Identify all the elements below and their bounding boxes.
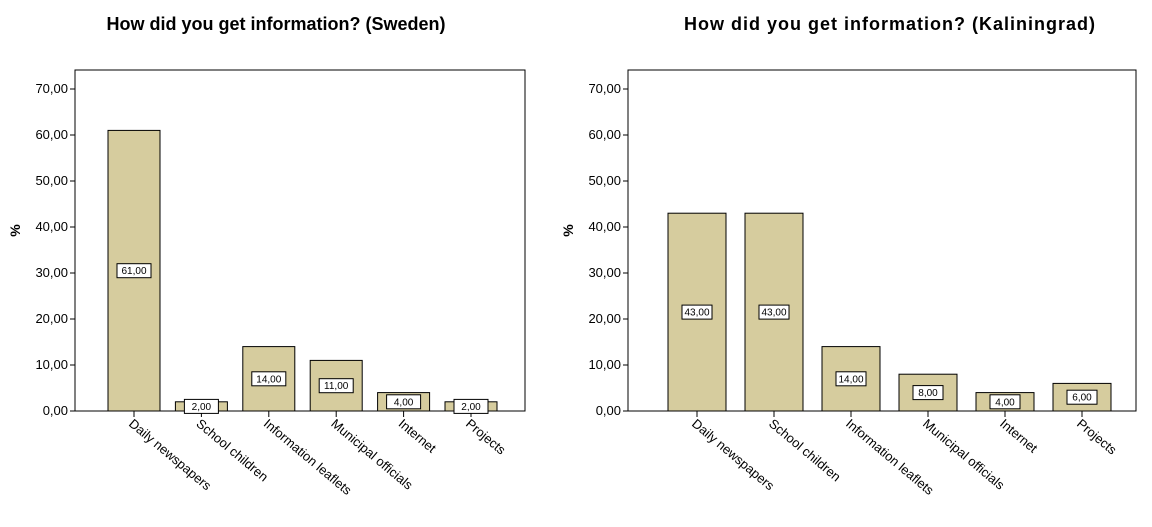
data-label: 43,00 [684, 308, 709, 319]
y-tick-label: 70,00 [35, 81, 68, 96]
data-label: 43,00 [761, 308, 786, 319]
category-label: School children [766, 416, 844, 485]
data-label: 4,00 [995, 397, 1015, 408]
data-label-box [758, 304, 790, 320]
category-label: Projects [463, 416, 509, 458]
y-tick-label: 60,00 [588, 127, 621, 142]
y-tick-label: 40,00 [35, 219, 68, 234]
y-tick-label: 60,00 [35, 127, 68, 142]
y-tick-label: 70,00 [588, 81, 621, 96]
y-axis-label: % [7, 224, 23, 237]
y-tick-label: 40,00 [588, 219, 621, 234]
category-label: Internet [396, 416, 440, 456]
y-tick-label: 30,00 [588, 265, 621, 280]
data-label-box [835, 371, 867, 387]
plot-frame [627, 69, 1137, 412]
data-label-box [681, 304, 713, 320]
data-label-box [183, 398, 219, 414]
data-label-box [386, 394, 422, 410]
data-label: 11,00 [324, 381, 349, 392]
y-tick-label: 0,00 [596, 403, 621, 418]
plot-frame [74, 69, 526, 412]
data-label-box [912, 385, 944, 401]
category-label: Projects [1074, 416, 1120, 458]
data-label-box [453, 398, 489, 414]
y-tick-label: 0,00 [43, 403, 68, 418]
y-tick-label: 20,00 [588, 311, 621, 326]
data-label-box [318, 378, 354, 394]
y-tick-label: 50,00 [35, 173, 68, 188]
category-label: Internet [997, 416, 1041, 456]
data-label-box [989, 394, 1021, 410]
kaliningrad-chart: How did you get information? (Kaliningra… [560, 14, 1137, 498]
data-label: 14,00 [256, 374, 281, 385]
y-tick-label: 10,00 [588, 357, 621, 372]
category-label: Daily newspapers [689, 416, 778, 494]
y-axis-label: % [560, 224, 576, 237]
data-label-box [116, 263, 152, 279]
data-label-box [251, 371, 287, 387]
data-label: 4,00 [394, 397, 414, 408]
chart-title: How did you get information? (Kaliningra… [684, 14, 1096, 34]
data-label: 14,00 [838, 374, 863, 385]
category-label: Municipal officials [920, 416, 1008, 493]
chart-title: How did you get information? (Sweden) [107, 14, 446, 34]
y-tick-label: 10,00 [35, 357, 68, 372]
data-label: 2,00 [192, 402, 212, 413]
sweden-chart: How did you get information? (Sweden)% 0,… [7, 14, 526, 498]
y-tick-label: 20,00 [35, 311, 68, 326]
data-label: 61,00 [121, 266, 146, 277]
data-label: 2,00 [461, 402, 481, 413]
y-tick-label: 50,00 [588, 173, 621, 188]
data-label: 8,00 [918, 388, 938, 399]
data-label: 6,00 [1072, 393, 1092, 404]
y-tick-label: 30,00 [35, 265, 68, 280]
data-label-box [1066, 389, 1098, 405]
